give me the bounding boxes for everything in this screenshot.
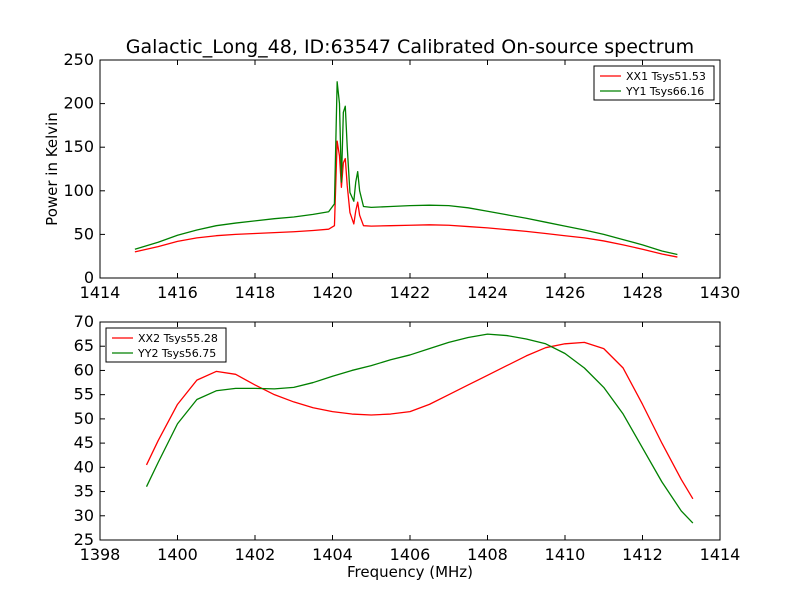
x-tick-label: 1404: [312, 545, 353, 564]
legend-entry-label: XX2 Tsys55.28: [138, 332, 218, 345]
x-tick-label: 1400: [157, 545, 198, 564]
y-tick-label: 40: [74, 457, 94, 476]
legend: XX2 Tsys55.28 YY2 Tsys56.75: [105, 327, 227, 363]
legend-entry-label: XX1 Tsys51.53: [626, 70, 706, 83]
x-tick-label: 1414: [700, 545, 741, 564]
y-axis-label: Power in Kelvin: [43, 112, 61, 226]
y-tick-label: 0: [84, 268, 94, 287]
series-line-1: [134, 140, 678, 258]
y-tick-label: 100: [63, 181, 94, 200]
legend-box: [593, 65, 715, 101]
lower-panel: 1398 1400 1402 1404 1406 1408 1410 1412 1414 25 30…: [74, 312, 741, 581]
x-tick-label: 1418: [235, 283, 276, 302]
chart-title: Galactic_Long_48, ID:63547 Calibrated On…: [126, 36, 694, 58]
x-tick-label: 1420: [312, 283, 353, 302]
x-tick-label: 1414: [80, 283, 121, 302]
x-tick-label: 1406: [390, 545, 431, 564]
x-tick-label: 1428: [622, 283, 663, 302]
y-tick-label: 250: [63, 50, 94, 69]
y-tick-label: 200: [63, 94, 94, 113]
series-line-1: [145, 341, 694, 500]
x-tick-label: 1408: [467, 545, 508, 564]
y-tick-label: 65: [74, 336, 94, 355]
legend-box: [105, 327, 227, 363]
series-line-2: [134, 81, 678, 256]
y-tick-label: 50: [74, 409, 94, 428]
y-tick-label: 50: [74, 224, 94, 243]
legend-entry-label: YY2 Tsys56.75: [137, 347, 216, 360]
x-tick-label: 1416: [157, 283, 198, 302]
legend-entry-label: YY1 Tsys66.16: [625, 85, 704, 98]
x-axis-label: Frequency (MHz): [347, 563, 473, 581]
x-tick-label: 1426: [545, 283, 586, 302]
x-tick-label: 1412: [622, 545, 663, 564]
x-tick-label: 1422: [390, 283, 431, 302]
y-tick-label: 35: [74, 482, 94, 501]
legend: XX1 Tsys51.53 YY1 Tsys66.16: [593, 65, 715, 101]
y-tick-label: 25: [74, 530, 94, 549]
x-tick-label: 1430: [700, 283, 741, 302]
x-tick-label: 1402: [235, 545, 276, 564]
upper-panel: 1414 1416 1418 1420 1422 1424 1426 1428 1430 0 50 1…: [43, 50, 740, 302]
x-tick-label: 1424: [467, 283, 508, 302]
series-line-2: [145, 333, 694, 524]
y-tick-label: 55: [74, 385, 94, 404]
y-tick-label: 150: [63, 137, 94, 156]
y-tick-label: 70: [74, 312, 94, 331]
x-tick-label: 1398: [80, 545, 121, 564]
y-tick-label: 30: [74, 506, 94, 525]
x-tick-label: 1410: [545, 545, 586, 564]
y-tick-label: 60: [74, 360, 94, 379]
y-tick-label: 45: [74, 433, 94, 452]
